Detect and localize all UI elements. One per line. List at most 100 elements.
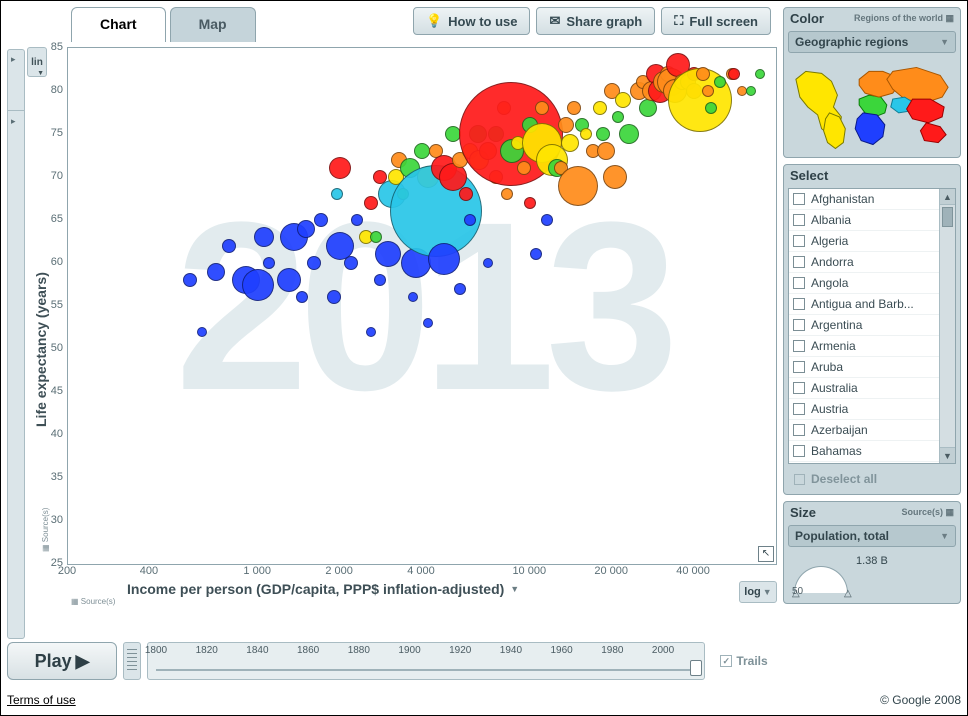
- bubble[interactable]: [375, 241, 401, 267]
- tab-chart[interactable]: Chart: [71, 7, 166, 42]
- bubble[interactable]: [423, 318, 433, 328]
- bubble[interactable]: [530, 248, 542, 260]
- chevron-down-icon[interactable]: ▼: [510, 584, 519, 594]
- list-item[interactable]: Andorra: [789, 252, 939, 273]
- y-scale-toggle[interactable]: lin ▼: [27, 47, 47, 77]
- bubble[interactable]: [558, 166, 598, 206]
- fullscreen-button[interactable]: ⛶ Full screen: [661, 7, 771, 35]
- list-item[interactable]: Antigua and Barb...: [789, 294, 939, 315]
- bubble[interactable]: [364, 196, 378, 210]
- bubble[interactable]: [580, 128, 592, 140]
- color-subtitle[interactable]: Regions of the world ▦: [854, 13, 954, 24]
- size-gauge[interactable]: 50 1.38 B △ △: [790, 551, 954, 597]
- world-map-legend[interactable]: [788, 57, 956, 153]
- bubble[interactable]: [254, 227, 274, 247]
- list-item[interactable]: Afghanistan: [789, 189, 939, 210]
- deselect-all[interactable]: Deselect all: [788, 468, 956, 490]
- bubble[interactable]: [702, 85, 714, 97]
- bubble[interactable]: [344, 256, 358, 270]
- bubble[interactable]: [615, 92, 631, 108]
- terms-link[interactable]: Terms of use: [7, 693, 76, 707]
- bubble[interactable]: [728, 68, 740, 80]
- bubble[interactable]: [483, 258, 493, 268]
- bubble[interactable]: [366, 327, 376, 337]
- list-item[interactable]: Algeria: [789, 231, 939, 252]
- x-axis-source[interactable]: ▦ Source(s): [67, 597, 777, 606]
- bubble[interactable]: [535, 101, 549, 115]
- scroll-thumb[interactable]: [942, 207, 953, 227]
- bubble[interactable]: [567, 101, 581, 115]
- bubble[interactable]: [408, 292, 418, 302]
- x-scale-toggle[interactable]: log ▼: [739, 581, 777, 603]
- bubble[interactable]: [612, 111, 624, 123]
- bubble[interactable]: [541, 214, 553, 226]
- bubble[interactable]: [296, 291, 308, 303]
- trails-toggle[interactable]: ✓ Trails: [711, 646, 777, 676]
- expand-chart-icon[interactable]: ↖: [758, 546, 774, 562]
- size-dropdown[interactable]: Population, total ▼: [788, 525, 956, 547]
- scroll-up-icon[interactable]: ▲: [940, 189, 955, 205]
- select-scrollbar[interactable]: ▲ ▼: [939, 189, 955, 463]
- bubble[interactable]: [277, 268, 301, 292]
- bubble[interactable]: [696, 67, 710, 81]
- share-graph-button[interactable]: ✉ Share graph: [536, 7, 655, 35]
- bubble[interactable]: [183, 273, 197, 287]
- bubble[interactable]: [619, 124, 639, 144]
- bubble[interactable]: [755, 69, 765, 79]
- bubble[interactable]: [297, 220, 315, 238]
- timeline-thumb[interactable]: [690, 660, 702, 676]
- list-item[interactable]: Aruba: [789, 357, 939, 378]
- bubble[interactable]: [459, 187, 473, 201]
- list-item[interactable]: Azerbaijan: [789, 420, 939, 441]
- list-item[interactable]: Argentina: [789, 315, 939, 336]
- list-item[interactable]: Bahamas: [789, 441, 939, 462]
- bubble[interactable]: [242, 269, 274, 301]
- size-subtitle[interactable]: Source(s) ▦: [901, 507, 954, 518]
- bubble[interactable]: [746, 86, 756, 96]
- bubble[interactable]: [517, 161, 531, 175]
- color-dropdown[interactable]: Geographic regions ▼: [788, 31, 956, 53]
- scroll-down-icon[interactable]: ▼: [940, 447, 955, 463]
- bubble[interactable]: [596, 127, 610, 141]
- bubble[interactable]: [351, 214, 363, 226]
- bubble[interactable]: [374, 274, 386, 286]
- speed-slider[interactable]: [123, 642, 141, 680]
- list-item[interactable]: Austria: [789, 399, 939, 420]
- bubble[interactable]: [263, 257, 275, 269]
- bubble[interactable]: [314, 213, 328, 227]
- bubble[interactable]: [327, 290, 341, 304]
- bubble[interactable]: [464, 214, 476, 226]
- bubble[interactable]: [454, 283, 466, 295]
- year-timeline[interactable]: 1800182018401860188019001920194019601980…: [147, 642, 705, 680]
- bubble[interactable]: [414, 143, 430, 159]
- list-item[interactable]: Angola: [789, 273, 939, 294]
- bubble[interactable]: [603, 165, 627, 189]
- bubble[interactable]: [714, 76, 726, 88]
- bubble[interactable]: [207, 263, 225, 281]
- bubble[interactable]: [558, 117, 574, 133]
- tab-map[interactable]: Map: [170, 7, 256, 42]
- bubble[interactable]: [705, 102, 717, 114]
- bubble[interactable]: [307, 256, 321, 270]
- bubble[interactable]: [561, 134, 579, 152]
- list-item[interactable]: Australia: [789, 378, 939, 399]
- bubble[interactable]: [197, 327, 207, 337]
- bubble[interactable]: [593, 101, 607, 115]
- slider-handle-icon[interactable]: △: [792, 588, 800, 599]
- play-button[interactable]: Play ▶: [7, 642, 117, 680]
- bubble[interactable]: [428, 243, 460, 275]
- bubble[interactable]: [370, 231, 382, 243]
- bubble[interactable]: [331, 188, 343, 200]
- bubble[interactable]: [329, 157, 351, 179]
- list-item[interactable]: Albania: [789, 210, 939, 231]
- bubble[interactable]: [524, 197, 536, 209]
- list-item[interactable]: Armenia: [789, 336, 939, 357]
- bubble-chart-plot[interactable]: 2013 ↖: [67, 47, 777, 565]
- bubble[interactable]: [222, 239, 236, 253]
- bubble[interactable]: [501, 188, 513, 200]
- bubble[interactable]: [639, 99, 657, 117]
- bubble[interactable]: [597, 142, 615, 160]
- left-panel-collapsed[interactable]: ▸ ▸: [7, 49, 25, 639]
- how-to-use-button[interactable]: 💡 How to use: [413, 7, 531, 35]
- slider-handle-icon[interactable]: △: [844, 588, 852, 599]
